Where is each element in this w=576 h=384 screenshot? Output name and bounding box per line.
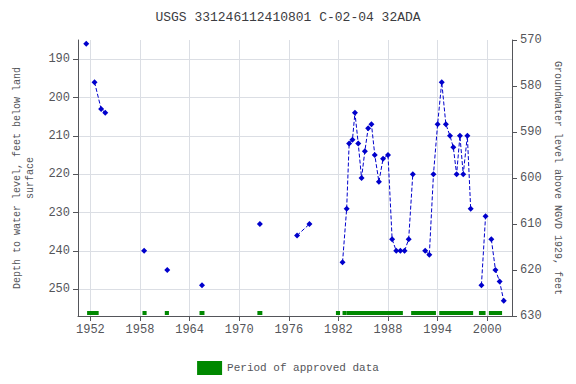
svg-text:1982: 1982 <box>324 323 353 337</box>
svg-text:240: 240 <box>48 244 70 258</box>
svg-text:190: 190 <box>48 52 70 66</box>
svg-text:1988: 1988 <box>374 323 403 337</box>
svg-text:Depth to water level, feet bel: Depth to water level, feet below land <box>12 67 23 289</box>
svg-text:1952: 1952 <box>76 323 105 337</box>
svg-text:620: 620 <box>520 263 542 277</box>
svg-text:590: 590 <box>520 125 542 139</box>
svg-text:1976: 1976 <box>274 323 303 337</box>
svg-text:600: 600 <box>520 171 542 185</box>
svg-text:580: 580 <box>520 79 542 93</box>
svg-text:250: 250 <box>48 282 70 296</box>
svg-text:1958: 1958 <box>126 323 155 337</box>
svg-text:1970: 1970 <box>225 323 254 337</box>
svg-text:210: 210 <box>48 129 70 143</box>
svg-text:630: 630 <box>520 309 542 323</box>
svg-text:surface: surface <box>25 157 36 199</box>
svg-text:1994: 1994 <box>423 323 452 337</box>
svg-text:230: 230 <box>48 206 70 220</box>
svg-text:610: 610 <box>520 217 542 231</box>
svg-text:Groundwater level above NGVD 1: Groundwater level above NGVD 1929, feet <box>552 61 563 295</box>
svg-text:USGS 331246112410801 C-02-04 3: USGS 331246112410801 C-02-04 32ADA <box>155 10 420 25</box>
svg-text:570: 570 <box>520 33 542 47</box>
svg-text:1964: 1964 <box>175 323 204 337</box>
svg-text:2000: 2000 <box>473 323 502 337</box>
svg-text:220: 220 <box>48 167 70 181</box>
svg-text:200: 200 <box>48 91 70 105</box>
svg-text:Period of approved data: Period of approved data <box>227 362 379 374</box>
